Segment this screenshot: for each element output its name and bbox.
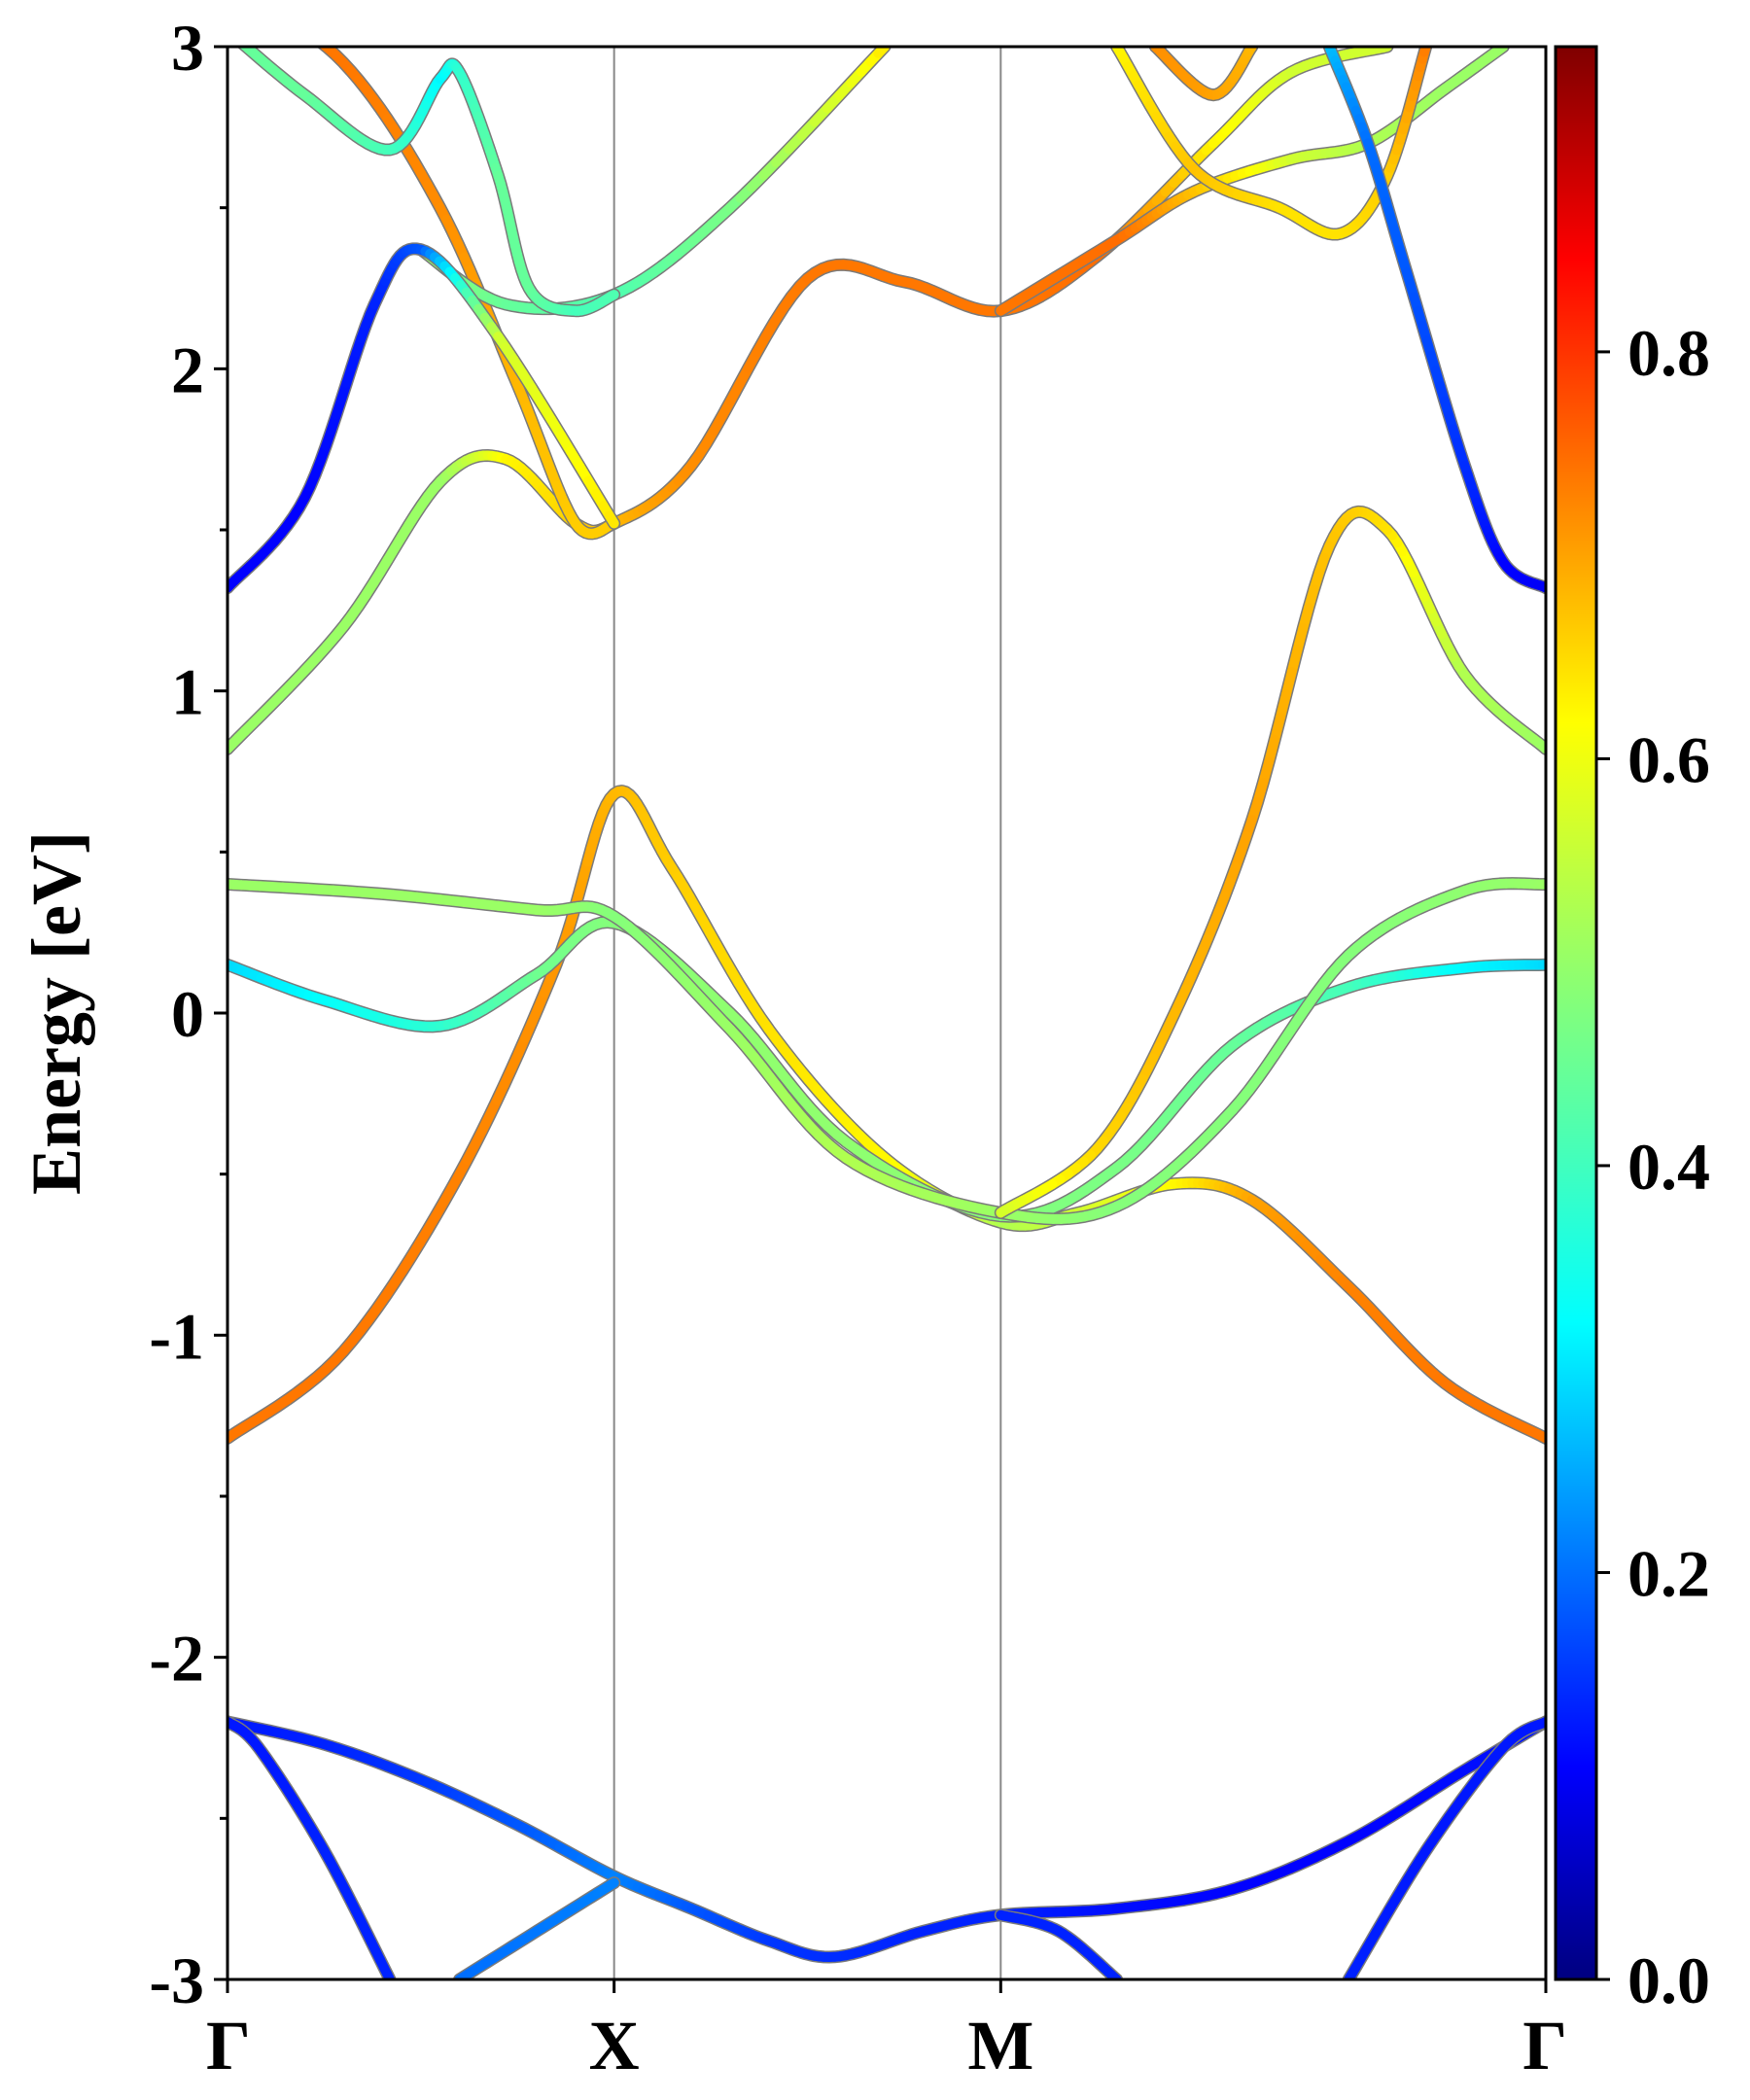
band-segment xyxy=(298,26,308,33)
band-segment xyxy=(270,8,280,14)
kpoint-label: Γ xyxy=(206,2007,251,2084)
band xyxy=(994,47,1510,318)
band xyxy=(228,1715,397,1979)
band-outline xyxy=(228,785,1546,1445)
plot-frame xyxy=(226,45,1548,1981)
band xyxy=(994,505,1546,1219)
colorbar-tick-label: 0.4 xyxy=(1628,1130,1710,1204)
band-segment xyxy=(279,14,289,19)
colorbar-tick-label: 0.2 xyxy=(1628,1536,1710,1610)
y-axis-ticks: -3 -2 -1 0 1 2 3 xyxy=(149,11,228,2017)
band-segment xyxy=(230,33,234,36)
colorbar-tick-label: 0.0 xyxy=(1628,1943,1710,2017)
y-axis-label: Energy [eV] xyxy=(18,831,95,1195)
colorbar xyxy=(1554,45,1598,1981)
kpoint-label: M xyxy=(967,2007,1033,2084)
band xyxy=(1322,47,1546,595)
y-tick-label: -1 xyxy=(149,1299,204,1373)
band xyxy=(1342,1715,1546,1979)
y-tick-label: 3 xyxy=(171,11,204,85)
y-tick-label: -3 xyxy=(149,1943,204,2017)
colorbar-ticks: 0.0 0.2 0.4 0.6 0.8 xyxy=(1596,316,1710,2017)
band-segment xyxy=(262,2,270,7)
energy-bands xyxy=(228,0,1546,1979)
kpoint-label: X xyxy=(589,2007,640,2084)
colorbar-tick-label: 0.6 xyxy=(1628,722,1710,796)
band-segment xyxy=(606,1877,619,1890)
band-outline xyxy=(1342,1715,1546,1979)
band-segment xyxy=(289,19,298,26)
band xyxy=(228,877,1546,1226)
band xyxy=(453,1876,621,1979)
y-tick-label: -2 xyxy=(149,1622,204,1696)
kpoint-label: Γ xyxy=(1522,2007,1567,2084)
band-segment xyxy=(308,33,318,40)
band xyxy=(228,30,621,318)
band xyxy=(1148,47,1259,102)
band-segment xyxy=(253,0,262,2)
band xyxy=(994,1908,1124,1979)
band xyxy=(228,916,1546,1223)
band-segment xyxy=(234,37,239,41)
band xyxy=(228,1715,1546,1964)
band-segment xyxy=(604,510,619,529)
band xyxy=(228,785,1546,1445)
y-tick-label: 1 xyxy=(171,655,204,729)
high-symmetry-lines xyxy=(612,47,1002,1979)
band xyxy=(228,242,621,595)
band-segment xyxy=(608,290,619,300)
band-segment xyxy=(238,47,249,50)
colorbar-tick-label: 0.8 xyxy=(1628,316,1710,390)
band-outline xyxy=(994,505,1546,1219)
band-segment xyxy=(228,30,230,33)
y-tick-label: 0 xyxy=(171,977,204,1051)
band xyxy=(1110,47,1433,241)
y-tick-label: 2 xyxy=(171,332,204,406)
band-segment xyxy=(996,1205,1010,1218)
band-outline xyxy=(994,47,1510,318)
